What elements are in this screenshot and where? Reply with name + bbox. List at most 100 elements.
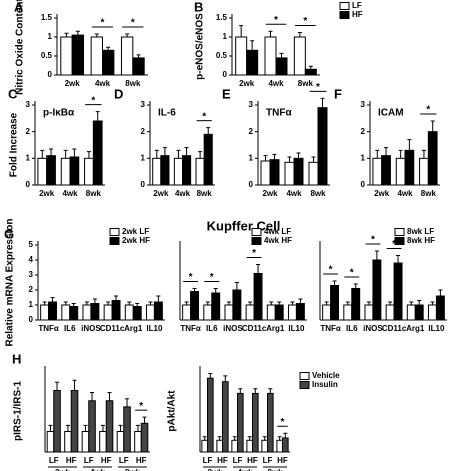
significance-mark: * xyxy=(350,268,354,279)
error-bar xyxy=(213,288,218,293)
error-bar xyxy=(332,280,337,286)
x-tick-label: Arg1 xyxy=(406,324,425,333)
x-tick-label: CD11c xyxy=(242,324,267,333)
error-bar xyxy=(345,301,350,305)
y-tick-label: 0.5 xyxy=(216,51,228,60)
legend-label: Insulin xyxy=(312,380,338,389)
error-bar xyxy=(248,301,253,305)
bar xyxy=(81,431,90,453)
legend-swatch xyxy=(109,237,120,245)
x-tick-label: LF xyxy=(233,456,243,465)
error-bar xyxy=(263,155,268,161)
y-axis-label: Fold Increase xyxy=(9,112,20,177)
significance-mark: * xyxy=(139,401,143,412)
group-label: 2wk xyxy=(55,468,71,471)
legend-label: Vehicle xyxy=(312,371,340,380)
bar xyxy=(99,431,107,453)
error-bar xyxy=(353,283,358,289)
y-tick-label: 5 xyxy=(29,240,34,249)
error-bar xyxy=(135,424,140,432)
x-tick-label: 4wk xyxy=(62,189,78,198)
error-bar xyxy=(184,147,189,156)
error-bar xyxy=(184,301,189,305)
legend-label: 8wk LF xyxy=(407,227,434,236)
significance-mark: * xyxy=(274,15,278,26)
significance-mark: * xyxy=(426,105,430,116)
legend-swatch xyxy=(394,237,405,245)
error-bar xyxy=(42,301,47,305)
y-tick-label: 1 xyxy=(29,300,34,309)
panel-title: p-IκBα xyxy=(43,108,75,119)
error-bar xyxy=(84,301,89,305)
x-tick-label: iNOS xyxy=(81,324,101,333)
y-tick-label: 0.5 xyxy=(41,51,53,60)
y-axis-label: p-eNOS/eNOS xyxy=(195,13,206,80)
significance-mark: * xyxy=(189,272,193,283)
error-bar xyxy=(277,436,282,441)
error-bar xyxy=(407,139,412,151)
error-bar xyxy=(114,295,119,301)
x-tick-label: 4wk xyxy=(95,79,111,88)
panel-label: E xyxy=(222,86,231,101)
bar xyxy=(284,161,295,186)
error-bar xyxy=(269,301,274,305)
error-bar xyxy=(250,40,255,51)
x-tick-label: IL6 xyxy=(346,324,358,333)
error-bar xyxy=(125,398,130,407)
error-bar xyxy=(142,416,147,424)
legend-swatch xyxy=(299,381,310,389)
x-tick-label: Arg1 xyxy=(124,324,143,333)
y-tick-label: 3 xyxy=(29,270,34,279)
bar xyxy=(90,36,103,76)
bar xyxy=(105,400,114,453)
bar xyxy=(153,301,163,321)
y-tick-label: 1 xyxy=(249,153,254,162)
x-tick-label: 2wk xyxy=(239,79,255,88)
bar xyxy=(282,437,289,453)
bar xyxy=(427,304,437,321)
error-bar xyxy=(48,424,53,432)
legend-label: 4wk HF xyxy=(264,236,292,245)
error-bar xyxy=(206,127,211,135)
x-tick-label: IL10 xyxy=(288,324,305,333)
panel-label: G xyxy=(4,226,14,241)
bar xyxy=(343,304,353,321)
bar xyxy=(293,36,306,76)
bar xyxy=(46,431,55,453)
error-bar xyxy=(192,288,197,292)
x-tick-label: 2wk xyxy=(65,79,81,88)
error-bar xyxy=(247,436,252,441)
group-label: 4wk xyxy=(237,468,253,471)
bar xyxy=(267,392,274,453)
bar xyxy=(269,159,280,186)
error-bar xyxy=(430,120,435,132)
significance-mark: * xyxy=(316,82,320,93)
error-bar xyxy=(417,300,422,305)
error-bar xyxy=(388,301,393,305)
error-bar xyxy=(75,30,80,36)
panel-title: ICAM xyxy=(378,108,404,119)
error-bar xyxy=(290,301,295,305)
bar xyxy=(152,157,162,186)
bar xyxy=(274,304,284,321)
error-bar xyxy=(283,432,288,438)
legend-swatch xyxy=(251,228,262,236)
bar xyxy=(246,49,259,76)
bar xyxy=(330,285,340,321)
legend-label: 2wk HF xyxy=(122,236,150,245)
bar xyxy=(414,304,424,321)
bar xyxy=(287,304,297,321)
error-bar xyxy=(198,151,203,159)
bar xyxy=(111,300,121,321)
error-bar xyxy=(136,54,141,58)
bar xyxy=(70,390,79,453)
y-axis-label: pAkt/Akt xyxy=(167,390,178,432)
x-tick-label: 8wk xyxy=(421,189,437,198)
x-tick-label: CD11c xyxy=(382,324,407,333)
error-bar xyxy=(106,46,111,51)
error-bar xyxy=(40,149,45,159)
significance-mark: * xyxy=(392,239,396,250)
legend-swatch xyxy=(394,228,405,236)
x-tick-label: 8wk xyxy=(298,79,314,88)
error-bar xyxy=(107,392,112,401)
